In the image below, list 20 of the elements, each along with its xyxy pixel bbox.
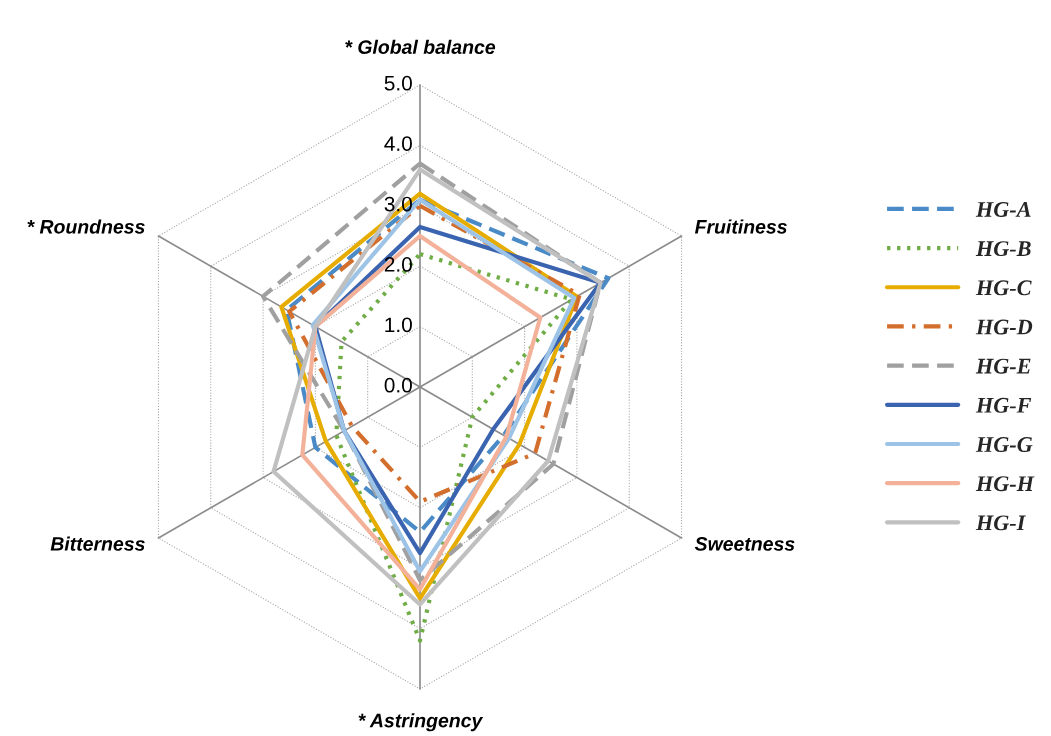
spoke-label: Fruitiness [694, 219, 787, 234]
y-tick-label: 2.0 [384, 257, 412, 272]
legend-label: HG-H [975, 476, 1035, 492]
legend-label: HG-B [975, 241, 1031, 257]
y-tick-label: 4.0 [384, 136, 412, 151]
legend-label: HG-F [975, 397, 1032, 413]
spoke-label: * Astringency [358, 713, 484, 732]
spoke-label: Sweetness [694, 537, 795, 551]
legend-label: HG-A [975, 201, 1031, 217]
spoke-label: * Roundness [27, 219, 145, 234]
legend-label: HG-D [975, 319, 1033, 335]
legend-label: HG-I [975, 515, 1026, 531]
y-tick-label: 1.0 [385, 317, 412, 333]
spoke-label: Bitterness [50, 536, 145, 551]
spoke-label: * Global balance [345, 39, 496, 54]
legend-label: HG-G [975, 437, 1033, 452]
y-tick-label: 0.0 [384, 377, 412, 393]
y-tick-label: 5.0 [384, 75, 412, 91]
legend-label: HG-E [975, 358, 1031, 374]
legend-label: HG-C [975, 280, 1032, 296]
